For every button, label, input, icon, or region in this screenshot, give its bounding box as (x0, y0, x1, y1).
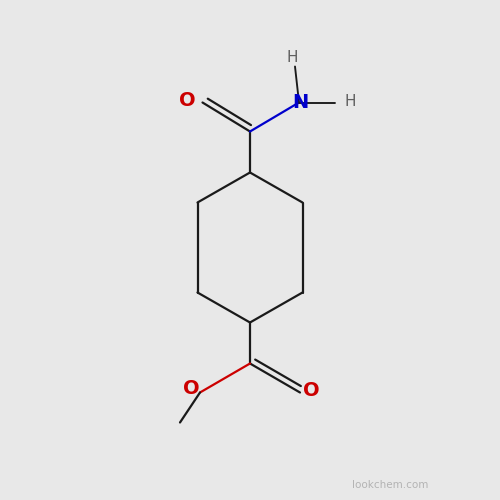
Text: O: O (302, 380, 320, 400)
Text: O: O (179, 90, 196, 110)
Text: H: H (344, 94, 356, 109)
Text: lookchem.com: lookchem.com (352, 480, 428, 490)
Text: H: H (287, 50, 298, 65)
Text: N: N (292, 93, 308, 112)
Text: O: O (182, 379, 200, 398)
